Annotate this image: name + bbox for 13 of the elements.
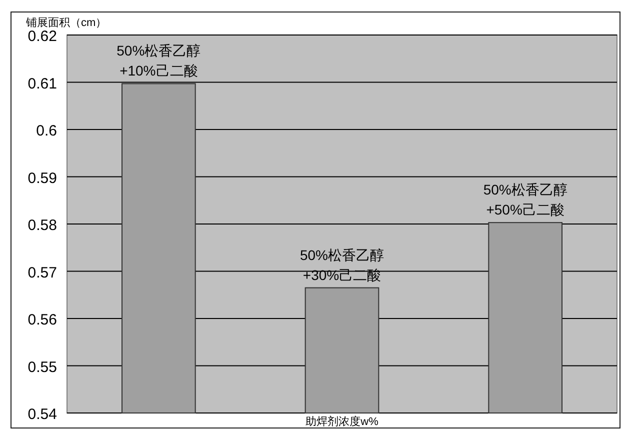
y-tick-label: 0.55 <box>28 358 57 376</box>
y-tick-label: 0.58 <box>28 217 57 234</box>
y-tick-label: 0.6 <box>36 122 57 140</box>
y-tick-label: 0.57 <box>28 264 57 282</box>
y-tick-label: 0.56 <box>28 312 57 328</box>
y-tick-label: 0.61 <box>28 75 57 92</box>
x-tick-label: 50%松香乙醇 +50%己二酸 <box>483 182 568 218</box>
x-tick-label: 50%松香乙醇 +10%己二酸 <box>116 42 201 79</box>
x-axis-title: 助焊剂浓度w% <box>306 415 379 428</box>
y-tick-label: 0.62 <box>28 28 57 45</box>
y-tick-label: 0.59 <box>28 170 57 187</box>
y-axis-title: 铺展面积（cm） <box>25 17 107 29</box>
y-tick-label: 0.54 <box>28 406 57 423</box>
